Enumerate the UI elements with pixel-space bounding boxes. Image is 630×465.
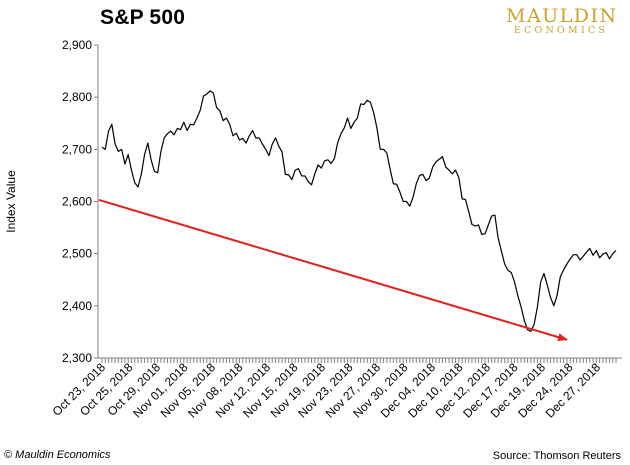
y-tick-label: 2,700 xyxy=(62,142,92,156)
logo-wordmark-bottom: ECONOMICS xyxy=(513,25,609,36)
y-tick-label: 2,800 xyxy=(62,90,92,104)
copyright-footer: © Mauldin Economics xyxy=(4,449,111,461)
y-tick-label: 2,900 xyxy=(62,38,92,52)
y-tick-label: 2,400 xyxy=(62,299,92,313)
y-tick-label: 2,300 xyxy=(62,351,92,365)
chart-title: S&P 500 xyxy=(100,6,186,29)
trend-arrow xyxy=(98,198,568,341)
sp500-series-line xyxy=(101,90,617,332)
mauldin-economics-logo: MAULDIN ECONOMICS xyxy=(506,5,616,36)
y-tick-label: 2,500 xyxy=(62,247,92,261)
y-tick-label: 2,600 xyxy=(62,195,92,209)
line-chart: 2,300 2,400 2,500 2,600 2,700 2,800 2,900 Index… xyxy=(4,38,622,421)
y-axis-title: Index Value xyxy=(4,170,18,233)
logo-wordmark-top: MAULDIN xyxy=(506,5,618,27)
source-footer: Source: Thomson Reuters xyxy=(492,450,621,462)
